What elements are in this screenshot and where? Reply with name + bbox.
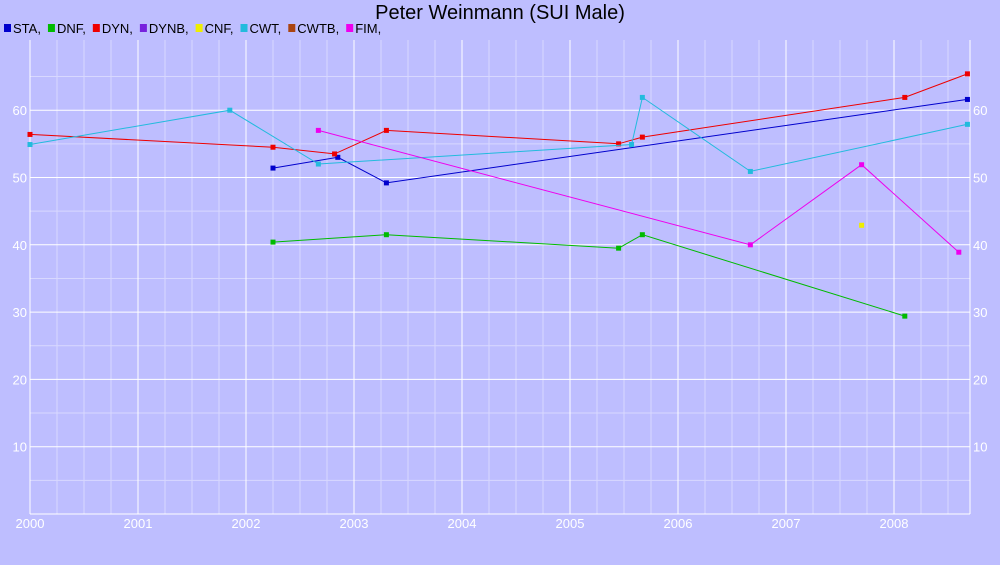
data-point-cwt xyxy=(964,121,970,127)
axes: 2000 2001 2002 2003 2004 2005 2006 2007 2008 10 10… xyxy=(13,40,987,531)
legend-label-cwtb: CWTB, xyxy=(297,21,339,36)
x-tick-label: 2006 xyxy=(664,516,693,531)
data-point-dyn xyxy=(616,141,622,147)
data-point-cwt xyxy=(27,142,33,148)
data-point-dnf xyxy=(902,313,908,319)
y-tick-label-right: 10 xyxy=(973,440,987,455)
data-point-dnf xyxy=(616,245,622,251)
data-point-sta xyxy=(383,180,389,186)
legend-label-cnf: CNF, xyxy=(205,21,234,36)
y-tick-label-right: 60 xyxy=(973,103,987,118)
legend-label-dnf: DNF, xyxy=(57,21,86,36)
data-point-fim xyxy=(859,162,865,168)
y-tick-label-left: 10 xyxy=(13,440,27,455)
legend-swatch-cnf xyxy=(195,24,203,32)
y-tick-label-left: 60 xyxy=(13,103,27,118)
y-tick-label-left: 30 xyxy=(13,305,27,320)
y-tick-label-left: 50 xyxy=(13,171,27,186)
grid xyxy=(29,40,970,514)
x-tick-label: 2000 xyxy=(16,516,45,531)
data-point-dyn xyxy=(902,94,908,100)
legend-swatch-sta xyxy=(4,24,11,32)
data-point-dnf xyxy=(639,232,645,238)
legend-swatch-cwt xyxy=(240,24,248,32)
y-tick-label-left: 40 xyxy=(13,238,27,253)
data-point-fim xyxy=(956,249,962,255)
data-point-cwt xyxy=(227,107,233,113)
data-point-cwt xyxy=(629,142,635,148)
data-point-sta xyxy=(270,165,276,171)
x-tick-label: 2008 xyxy=(880,516,909,531)
series-line-fim xyxy=(318,129,960,253)
data-point-dyn xyxy=(332,151,338,157)
legend-swatch-cwtb xyxy=(288,24,296,32)
data-point-sta xyxy=(964,96,970,102)
legend-swatch-fim xyxy=(346,24,354,32)
data-point-dyn xyxy=(27,131,33,137)
chart-title: Peter Weinmann (SUI Male) xyxy=(375,2,625,24)
data-point-dyn xyxy=(639,134,645,140)
x-tick-label: 2003 xyxy=(340,516,369,531)
series-line-sta xyxy=(272,98,968,184)
data-point-dnf xyxy=(270,239,276,245)
legend-label-dynb: DYNB, xyxy=(149,21,189,36)
data-point-fim xyxy=(315,127,321,133)
y-tick-label-right: 20 xyxy=(973,372,987,387)
data-point-cwt xyxy=(639,94,645,100)
series xyxy=(27,71,970,319)
data-point-dnf xyxy=(383,232,389,238)
legend-swatch-dyn xyxy=(92,24,100,32)
data-point-cnf xyxy=(859,222,865,228)
y-tick-label-right: 50 xyxy=(973,171,987,186)
data-point-cwt xyxy=(315,161,321,167)
series-line-dyn xyxy=(29,73,968,155)
x-tick-label: 2004 xyxy=(448,516,477,531)
data-point-fim xyxy=(747,242,753,248)
legend: STA, DNF, DYN, DYNB, CNF, CWT, CWTB, FIM, xyxy=(4,21,381,36)
legend-label-cwt: CWT, xyxy=(250,21,282,36)
y-tick-label-left: 20 xyxy=(13,372,27,387)
x-tick-label: 2007 xyxy=(772,516,801,531)
x-tick-label: 2002 xyxy=(232,516,261,531)
data-point-dyn xyxy=(383,127,389,133)
x-tick-label: 2005 xyxy=(556,516,585,531)
data-point-cwt xyxy=(747,168,753,174)
legend-swatch-dynb xyxy=(139,24,147,32)
legend-label-dyn: DYN, xyxy=(102,21,133,36)
data-point-dyn xyxy=(270,144,276,150)
y-tick-label-right: 30 xyxy=(973,305,987,320)
legend-label-fim: FIM, xyxy=(355,21,381,36)
data-point-dyn xyxy=(964,71,970,77)
y-tick-label-right: 40 xyxy=(973,238,987,253)
legend-label-sta: STA, xyxy=(13,21,41,36)
x-tick-label: 2001 xyxy=(124,516,153,531)
data-point-sta xyxy=(335,154,341,160)
legend-swatch-dnf xyxy=(47,24,55,32)
